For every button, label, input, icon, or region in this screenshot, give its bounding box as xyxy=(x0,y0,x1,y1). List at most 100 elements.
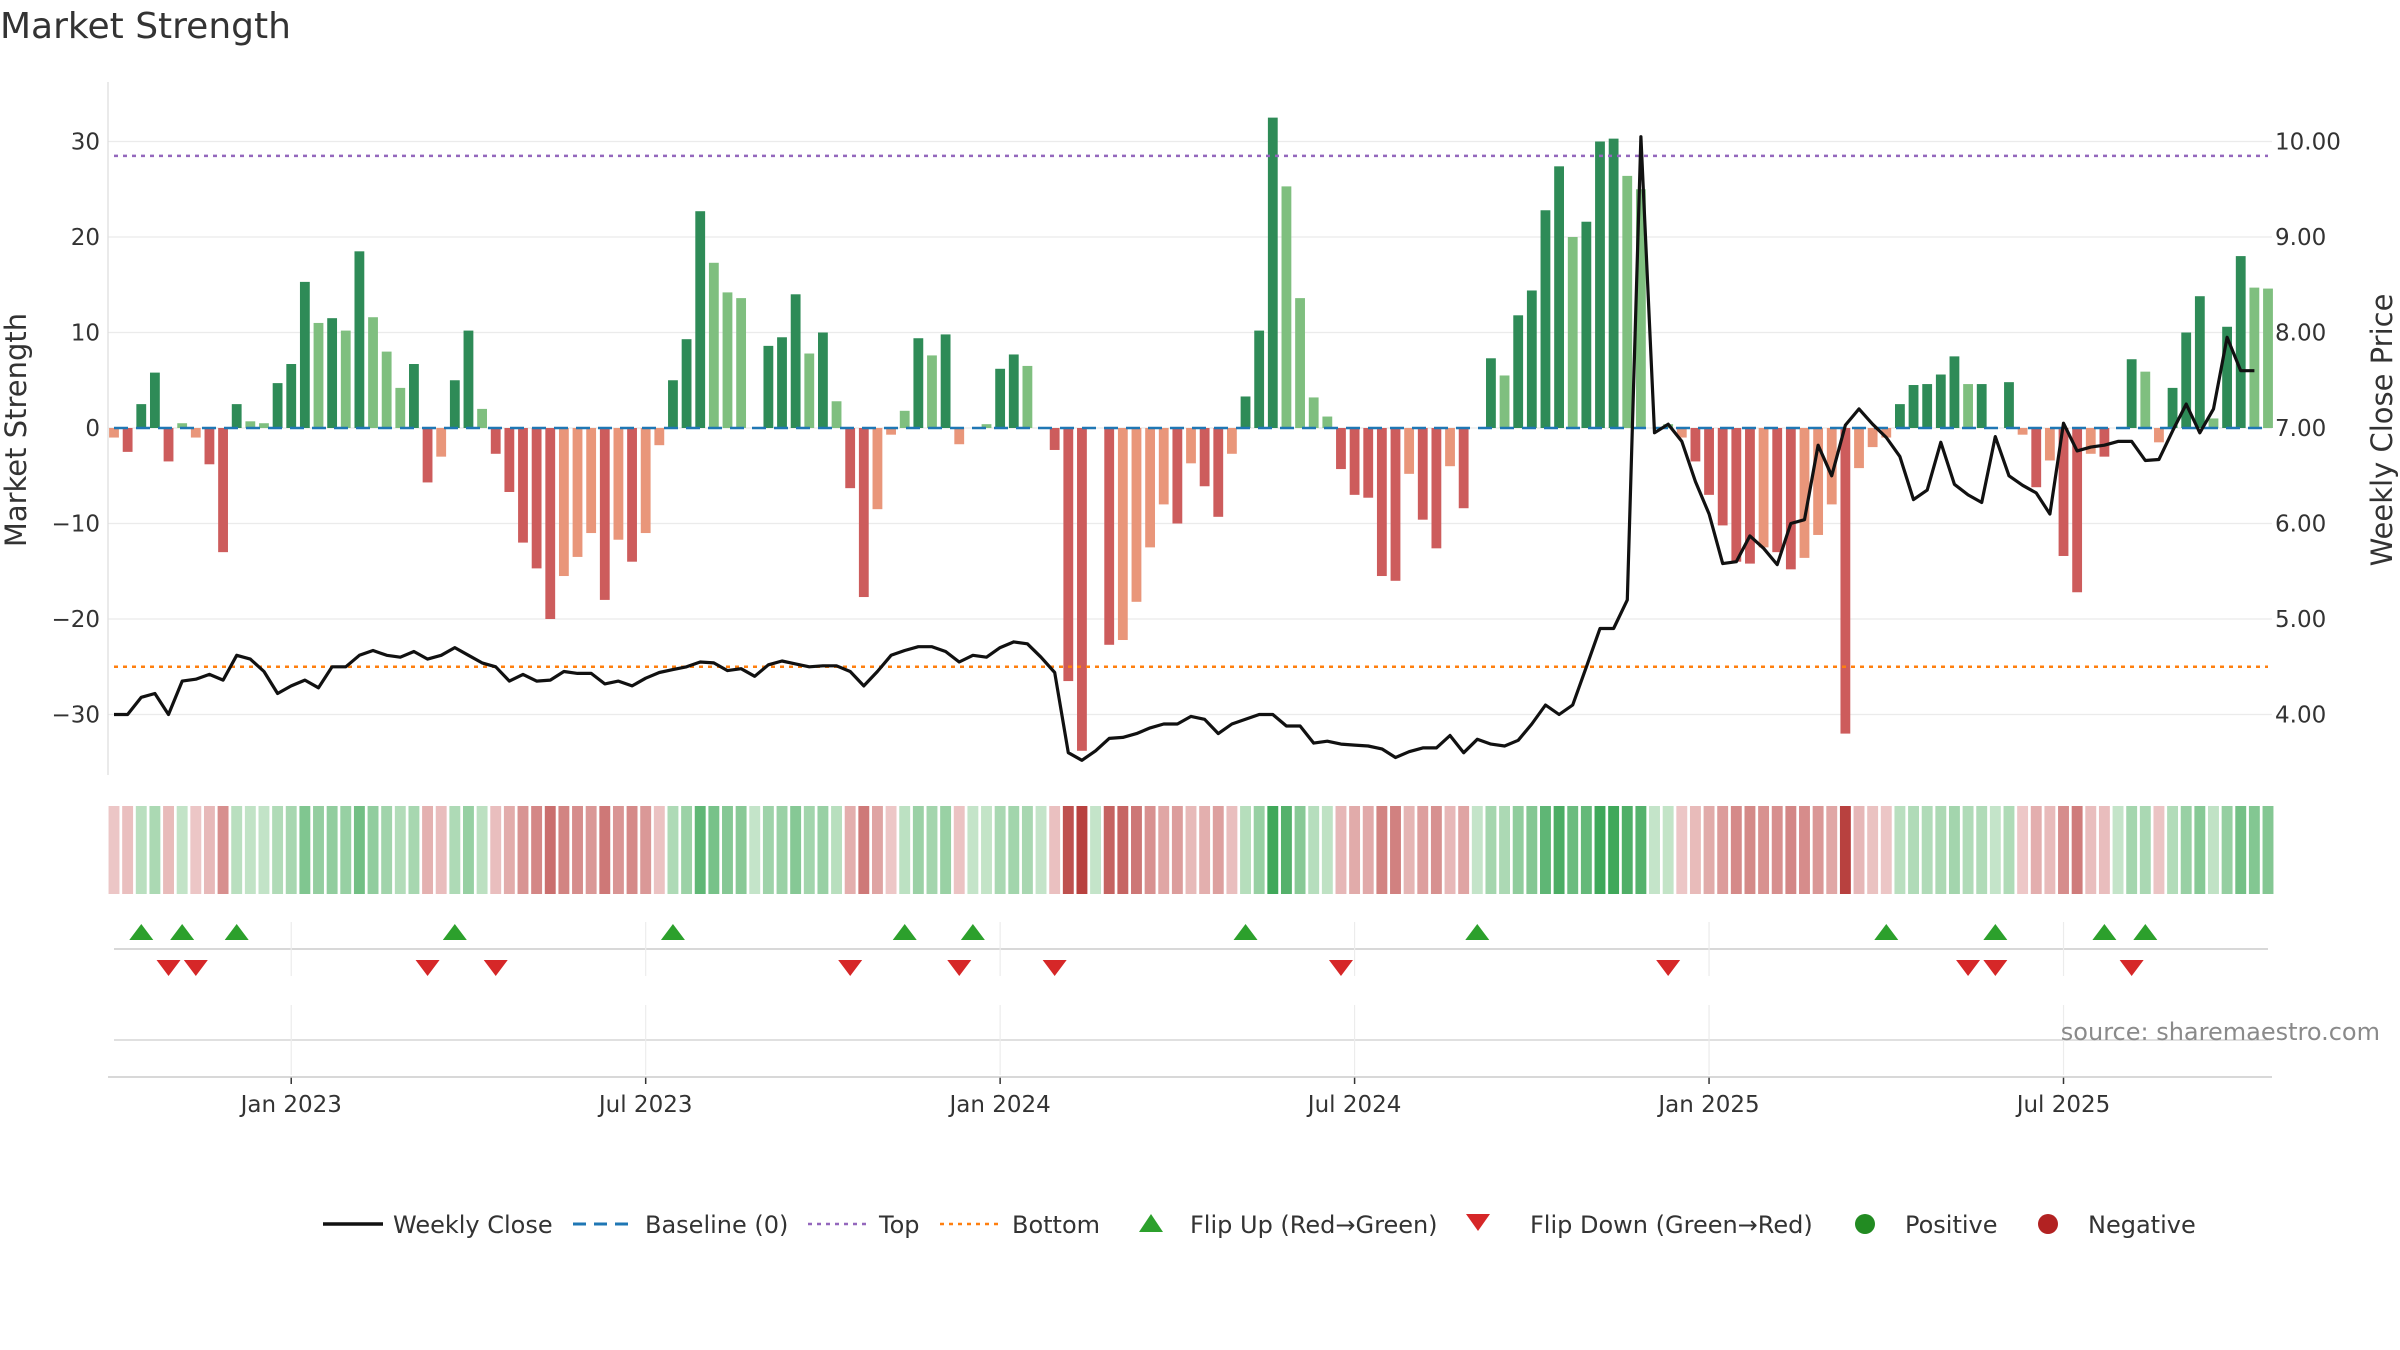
heat-cell xyxy=(1908,806,1919,894)
heat-cell xyxy=(1948,806,1960,894)
right-tick-label: 7.00 xyxy=(2275,416,2326,442)
heat-cell xyxy=(1444,806,1456,894)
flip-up-marker xyxy=(1465,924,1490,940)
heat-cell xyxy=(899,806,911,894)
strength-bar xyxy=(463,330,474,428)
heat-cell xyxy=(463,806,474,894)
heat-cell xyxy=(340,806,352,894)
flip-up-marker xyxy=(1233,924,1258,940)
right-tick-label: 9.00 xyxy=(2275,225,2326,251)
heat-cell xyxy=(722,806,733,894)
strength-bar xyxy=(2058,428,2069,556)
heat-cell xyxy=(926,806,938,894)
strength-bar xyxy=(1158,428,1169,505)
heat-cell xyxy=(1594,806,1606,894)
heat-cell xyxy=(1062,806,1074,894)
strength-bar xyxy=(122,428,133,452)
strength-bar xyxy=(1540,210,1551,428)
strength-bar xyxy=(1976,384,1987,428)
heat-cell xyxy=(1294,806,1306,894)
heat-cell xyxy=(2221,806,2233,894)
heat-cell xyxy=(1076,806,1088,894)
heat-cell xyxy=(203,806,215,894)
strength-bar xyxy=(2263,288,2273,428)
heat-cell xyxy=(1921,806,1933,894)
strength-bar xyxy=(1417,428,1428,520)
heat-cell xyxy=(108,806,120,894)
legend-positive: Positive xyxy=(1905,1211,1998,1239)
strength-bar xyxy=(804,353,815,428)
strength-bar xyxy=(2154,428,2164,443)
heat-cell xyxy=(1280,806,1292,894)
heat-cell xyxy=(1417,806,1429,894)
heat-cell xyxy=(2003,806,2015,894)
flip-up-marker xyxy=(660,924,685,940)
legend-negative-icon xyxy=(2038,1214,2058,1234)
strength-bar xyxy=(708,262,719,428)
strength-bar xyxy=(1908,385,1919,428)
left-tick-label: 20 xyxy=(71,225,100,251)
heat-cell xyxy=(1485,806,1497,894)
flip-down-marker xyxy=(947,960,972,976)
strength-heat-strip xyxy=(108,806,2274,894)
heat-cell xyxy=(326,806,338,894)
heat-cell xyxy=(1049,806,1061,894)
heat-cell xyxy=(1649,806,1660,894)
heat-cell xyxy=(1635,806,1647,894)
strength-bar xyxy=(395,387,406,428)
flip-up-marker xyxy=(1874,924,1899,940)
strength-bar xyxy=(177,423,188,428)
strength-bar xyxy=(1431,428,1442,549)
strength-bar xyxy=(736,298,747,428)
strength-bar xyxy=(940,334,951,428)
strength-bar xyxy=(1376,428,1387,577)
strength-bar xyxy=(1404,428,1415,474)
strength-bars xyxy=(109,117,2273,751)
heat-cell xyxy=(1567,806,1579,894)
strength-bar xyxy=(1295,298,1305,428)
flip-down-marker xyxy=(483,960,508,976)
strength-bar xyxy=(1008,354,1019,428)
strength-bar xyxy=(1131,428,1142,602)
strength-bar xyxy=(1895,404,1905,428)
heat-cell xyxy=(2208,806,2219,894)
strength-bar xyxy=(1063,428,1074,682)
strength-bar xyxy=(2249,287,2260,428)
legend-baseline: Baseline (0) xyxy=(645,1211,788,1239)
strength-bar xyxy=(2004,382,2014,428)
heat-cell xyxy=(367,806,379,894)
heat-cell xyxy=(1540,806,1551,894)
heat-cell xyxy=(394,806,406,894)
right-tick-label: 8.00 xyxy=(2275,321,2326,347)
strength-bar xyxy=(409,364,419,428)
flip-up-marker xyxy=(170,924,195,940)
strength-bar xyxy=(1717,428,1728,526)
heat-cell xyxy=(299,806,311,894)
heat-cell xyxy=(1839,806,1851,894)
strength-bar xyxy=(1922,384,1933,428)
strength-bar xyxy=(327,318,338,428)
strength-bar xyxy=(572,428,583,557)
strength-bar xyxy=(449,380,460,428)
strength-bar xyxy=(2072,428,2083,593)
heat-cell xyxy=(1962,806,1974,894)
heat-cell xyxy=(1689,806,1701,894)
heat-cell xyxy=(994,806,1006,894)
strength-bar xyxy=(149,372,160,428)
heat-cell xyxy=(1662,806,1674,894)
flip-up-marker xyxy=(224,924,249,940)
strength-bar xyxy=(1390,428,1401,581)
heat-cell xyxy=(1240,806,1251,894)
flip-markers xyxy=(114,924,2268,1041)
x-tick-label: Jan 2023 xyxy=(239,1092,342,1118)
heat-cell xyxy=(967,806,979,894)
strength-bar xyxy=(368,317,378,428)
heat-cell xyxy=(1021,806,1033,894)
heat-cell xyxy=(408,806,420,894)
heat-cell xyxy=(940,806,952,894)
left-tick-label: −10 xyxy=(51,512,100,538)
x-tick-label: Jul 2023 xyxy=(597,1092,693,1118)
heat-cell xyxy=(885,806,897,894)
strength-bar xyxy=(2181,332,2192,428)
strength-bar xyxy=(1826,428,1837,505)
